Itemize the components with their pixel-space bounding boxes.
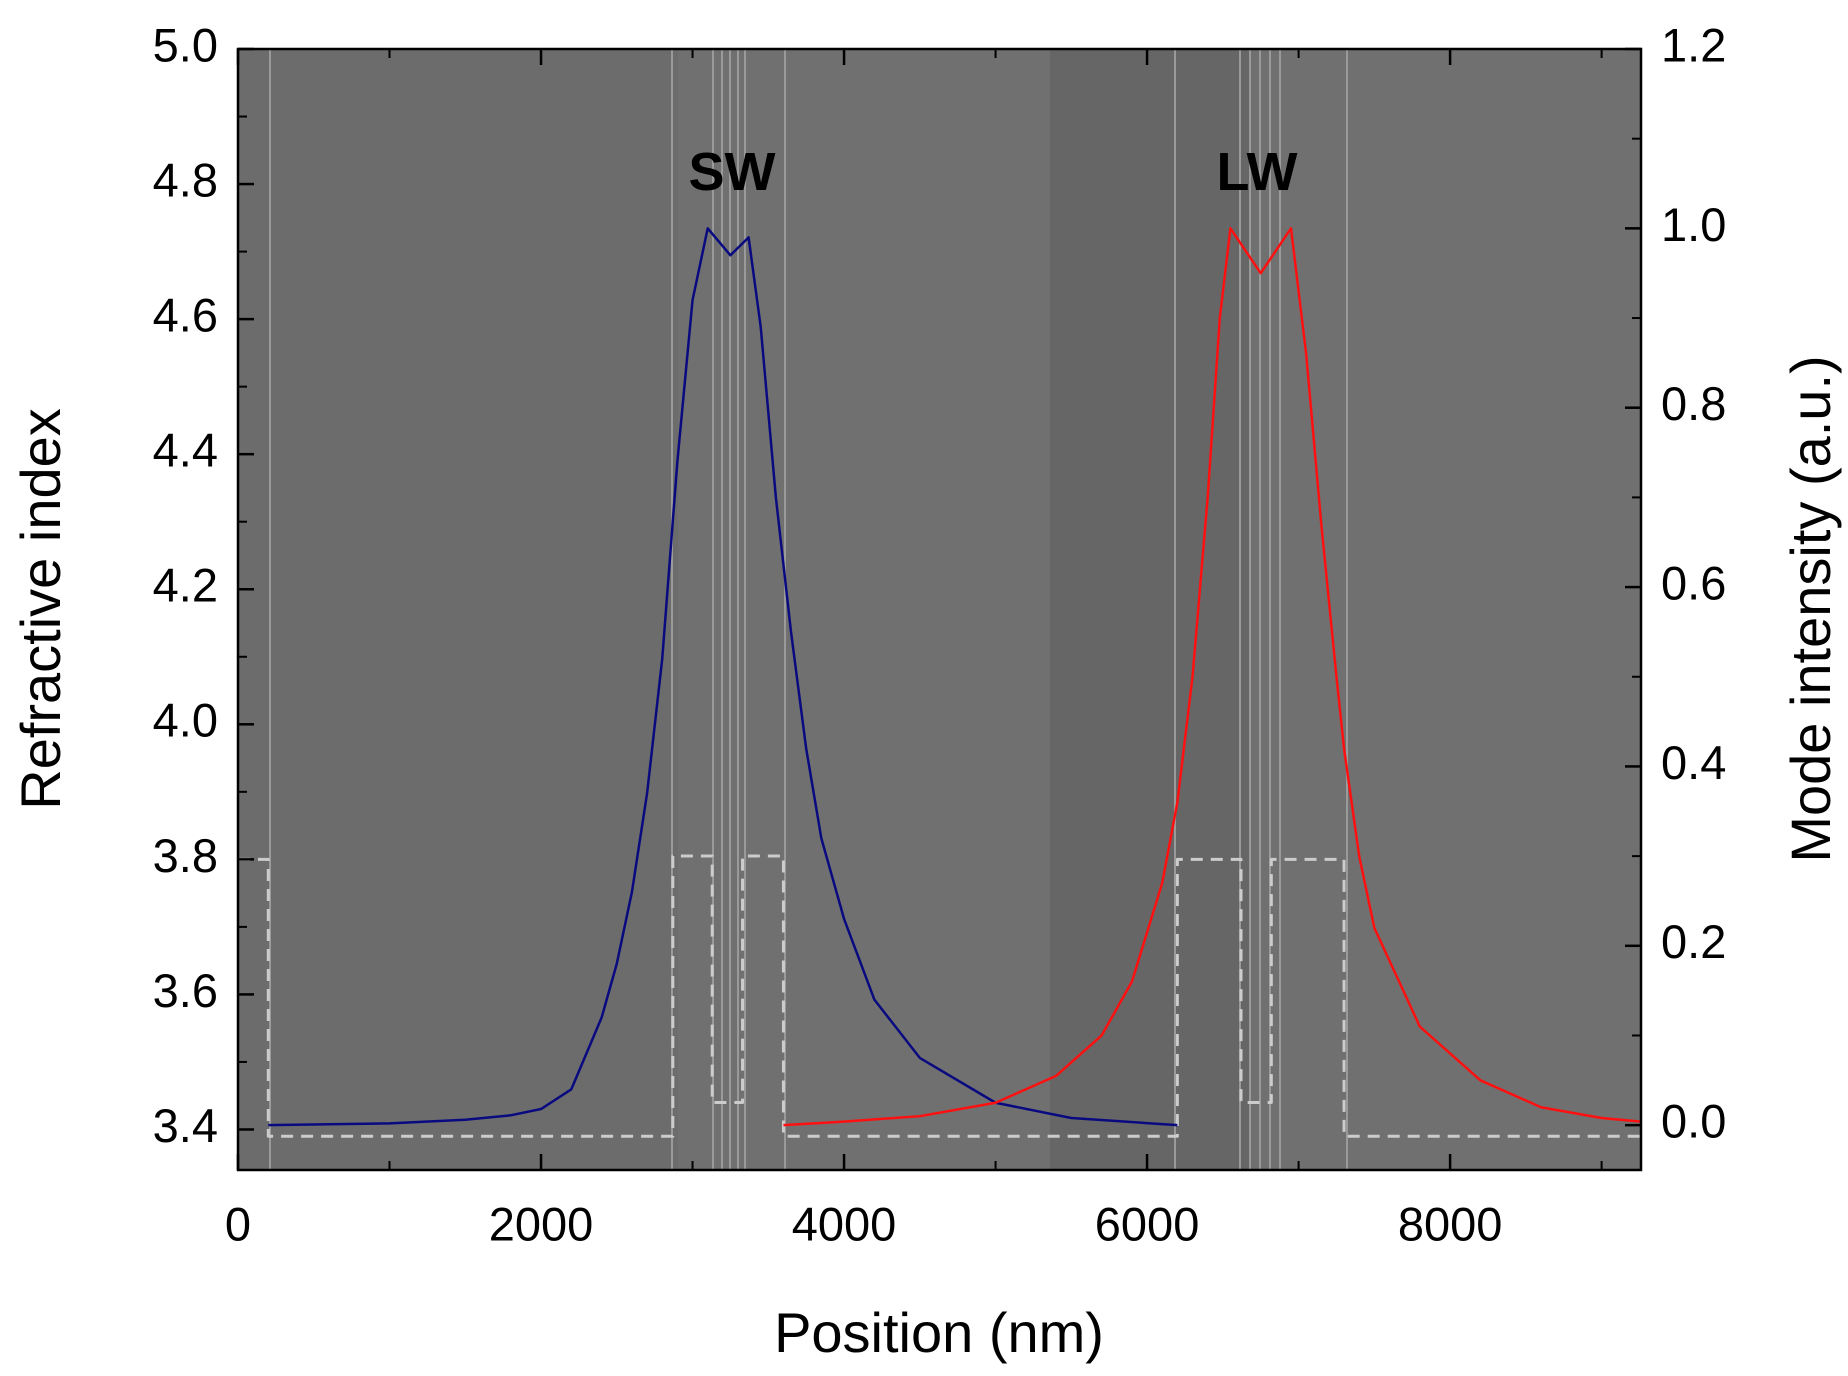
- x-tick-label: 4000: [792, 1197, 897, 1250]
- x-axis-title: Position (nm): [774, 1301, 1104, 1364]
- sem-background: [238, 49, 1641, 1170]
- x-tick-label: 8000: [1398, 1197, 1503, 1250]
- background-band: [1050, 49, 1250, 1170]
- index-profile: [238, 854, 1641, 1138]
- y-tick-label: 4.6: [153, 289, 218, 342]
- y2-tick-label: 0.2: [1661, 915, 1726, 968]
- annotation: LW: [1217, 142, 1298, 202]
- y-tick-label: 5.0: [153, 18, 218, 71]
- y-tick-label: 4.2: [153, 559, 218, 612]
- annotation: SW: [689, 142, 776, 202]
- y-axis-title: Refractive index: [9, 408, 72, 810]
- y-tick-label: 3.8: [153, 829, 218, 882]
- y2-tick-label: 0.0: [1661, 1095, 1726, 1148]
- x-tick-label: 6000: [1095, 1197, 1200, 1250]
- y2-axis-title: Mode intensity (a.u.): [1779, 355, 1842, 862]
- x-tick-label: 2000: [489, 1197, 594, 1250]
- y2-tick-label: 0.4: [1661, 736, 1726, 789]
- y-tick-label: 4.0: [153, 694, 218, 747]
- plot-frame: [236, 47, 1643, 1172]
- background-band: [238, 49, 678, 1170]
- y2-tick-label: 1.0: [1661, 198, 1726, 251]
- mode-curve: [783, 227, 1642, 1127]
- y2-tick-label: 1.2: [1661, 18, 1726, 71]
- y-tick-label: 3.6: [153, 964, 218, 1017]
- y2-tick-label: 0.8: [1661, 377, 1726, 430]
- y-tick-label: 4.4: [153, 424, 218, 477]
- mode-curve: [268, 227, 1178, 1127]
- y-tick-label: 4.8: [153, 153, 218, 206]
- y2-tick-label: 0.6: [1661, 557, 1726, 610]
- y-tick-label: 3.4: [153, 1099, 218, 1152]
- x-tick-label: 0: [225, 1197, 251, 1250]
